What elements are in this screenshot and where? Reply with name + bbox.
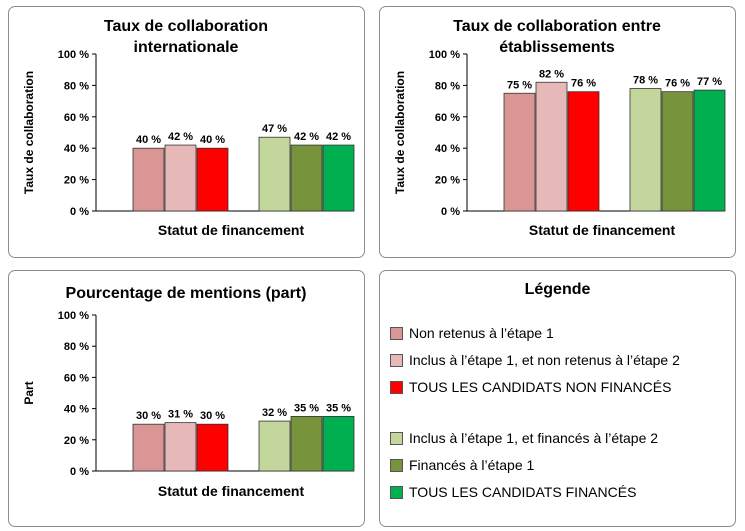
- chart-title: Taux de collaboration: [104, 18, 268, 35]
- legend-label: Inclus à l’étape 1, et non retenus à l’é…: [409, 352, 680, 368]
- legend-label: Financés à l’étape 1: [409, 457, 535, 473]
- bar: [164, 144, 197, 212]
- legend-item-non-retenus-etape-1: Non retenus à l’étape 1: [390, 325, 554, 341]
- y-tick-label: 40 %: [435, 143, 460, 155]
- data-label: 32 %: [262, 407, 287, 419]
- legend-label: TOUS LES CANDIDATS FINANCÉS: [409, 484, 637, 500]
- y-axis-label: Taux de collaboration: [393, 71, 407, 194]
- data-label: 78 %: [633, 75, 658, 87]
- y-tick-label: 100 %: [58, 310, 89, 322]
- y-tick-label: 0 %: [70, 466, 89, 478]
- bar: [661, 91, 694, 212]
- legend-item-tous-finances: TOUS LES CANDIDATS FINANCÉS: [390, 484, 636, 500]
- bar: [693, 89, 726, 212]
- y-axis-label: Taux de collaboration: [22, 71, 36, 194]
- y-tick-label: 80 %: [435, 80, 460, 92]
- bar: [258, 136, 291, 212]
- data-label: 30 %: [200, 410, 225, 422]
- legend-swatch: [390, 458, 403, 472]
- bar: [132, 423, 165, 472]
- bar: [567, 91, 600, 212]
- bar: [290, 415, 323, 472]
- chart-pourcentage-mentions: Pourcentage de mentions (part) 0 % 20 % 40 …: [22, 285, 355, 499]
- y-tick-label: 100 %: [429, 49, 460, 61]
- y-tick-label: 0 %: [70, 206, 89, 218]
- data-label: 76 %: [571, 78, 596, 90]
- data-label: 40 %: [136, 134, 161, 146]
- chart-panel-collaboration-etablissements: Taux de collaboration entre établissement…: [379, 6, 736, 258]
- bar: [196, 147, 229, 212]
- y-tick-label: 80 %: [64, 341, 89, 353]
- y-tick-label: 80 %: [64, 80, 89, 92]
- legend-panel: Légende Non retenus à l’étape 1 Inclus à…: [379, 270, 736, 527]
- bar: [258, 420, 291, 472]
- chart-title: Pourcentage de mentions (part): [66, 285, 307, 302]
- bar: [290, 144, 323, 212]
- chart-title: établissements: [499, 39, 615, 56]
- y-tick-label: 60 %: [64, 372, 89, 384]
- data-label: 42 %: [326, 131, 351, 143]
- legend-swatch: [390, 485, 403, 499]
- legend-swatch: [390, 380, 403, 394]
- x-axis-label: Statut de financement: [529, 222, 676, 238]
- x-axis-label: Statut de financement: [158, 483, 305, 499]
- data-label: 30 %: [136, 410, 161, 422]
- y-axis-label: Part: [22, 381, 36, 404]
- chart-panel-pourcentage-mentions: Pourcentage de mentions (part) 0 % 20 % 40 …: [8, 270, 365, 527]
- y-tick-label: 60 %: [64, 112, 89, 124]
- data-label: 35 %: [294, 402, 319, 414]
- legend-swatch: [390, 353, 403, 367]
- chart-collaboration-internationale: Taux de collaboration internationale 0 % 20…: [22, 18, 355, 238]
- y-tick-label: 60 %: [435, 112, 460, 124]
- bar: [535, 81, 568, 212]
- data-label: 42 %: [294, 131, 319, 143]
- bar: [322, 144, 355, 212]
- data-label: 77 %: [697, 76, 722, 88]
- legend-title: Légende: [524, 281, 591, 298]
- legend-item-tous-non-finances: TOUS LES CANDIDATS NON FINANCÉS: [390, 379, 671, 395]
- bar: [196, 423, 229, 472]
- x-axis-label: Statut de financement: [158, 222, 305, 238]
- data-label: 42 %: [168, 131, 193, 143]
- data-label: 35 %: [326, 402, 351, 414]
- data-label: 76 %: [665, 78, 690, 90]
- y-tick-label: 0 %: [441, 206, 460, 218]
- chart-collaboration-etablissements: Taux de collaboration entre établissement…: [393, 18, 726, 238]
- data-label: 31 %: [168, 409, 193, 421]
- y-tick-label: 40 %: [64, 143, 89, 155]
- legend-label: Inclus à l’étape 1, et financés à l’étap…: [409, 430, 659, 446]
- legend-swatch: [390, 431, 403, 445]
- y-tick-label: 20 %: [64, 435, 89, 447]
- y-tick-label: 20 %: [64, 175, 89, 187]
- legend-item-inclus-non-retenus-etape-2: Inclus à l’étape 1, et non retenus à l’é…: [390, 352, 680, 368]
- legend-item-inclus-finances-etape-2: Inclus à l’étape 1, et financés à l’étap…: [390, 430, 658, 446]
- legend-label: Non retenus à l’étape 1: [409, 325, 554, 341]
- bar: [132, 147, 165, 212]
- data-label: 40 %: [200, 134, 225, 146]
- y-tick-label: 100 %: [58, 49, 89, 61]
- legend-item-finances-etape-1: Financés à l’étape 1: [390, 457, 534, 473]
- bar: [322, 415, 355, 472]
- data-label: 47 %: [262, 123, 287, 135]
- y-tick-label: 40 %: [64, 404, 89, 416]
- chart-panel-collaboration-internationale: Taux de collaboration internationale 0 % 20…: [8, 6, 365, 258]
- data-label: 75 %: [507, 79, 532, 91]
- chart-title: internationale: [134, 39, 239, 56]
- data-label: 82 %: [539, 68, 564, 80]
- chart-title: Taux de collaboration entre: [453, 18, 661, 35]
- bar: [629, 88, 662, 212]
- bar: [503, 92, 536, 212]
- y-tick-label: 20 %: [435, 175, 460, 187]
- bar: [164, 422, 197, 472]
- legend-swatch: [390, 326, 403, 340]
- legend-label: TOUS LES CANDIDATS NON FINANCÉS: [409, 379, 672, 395]
